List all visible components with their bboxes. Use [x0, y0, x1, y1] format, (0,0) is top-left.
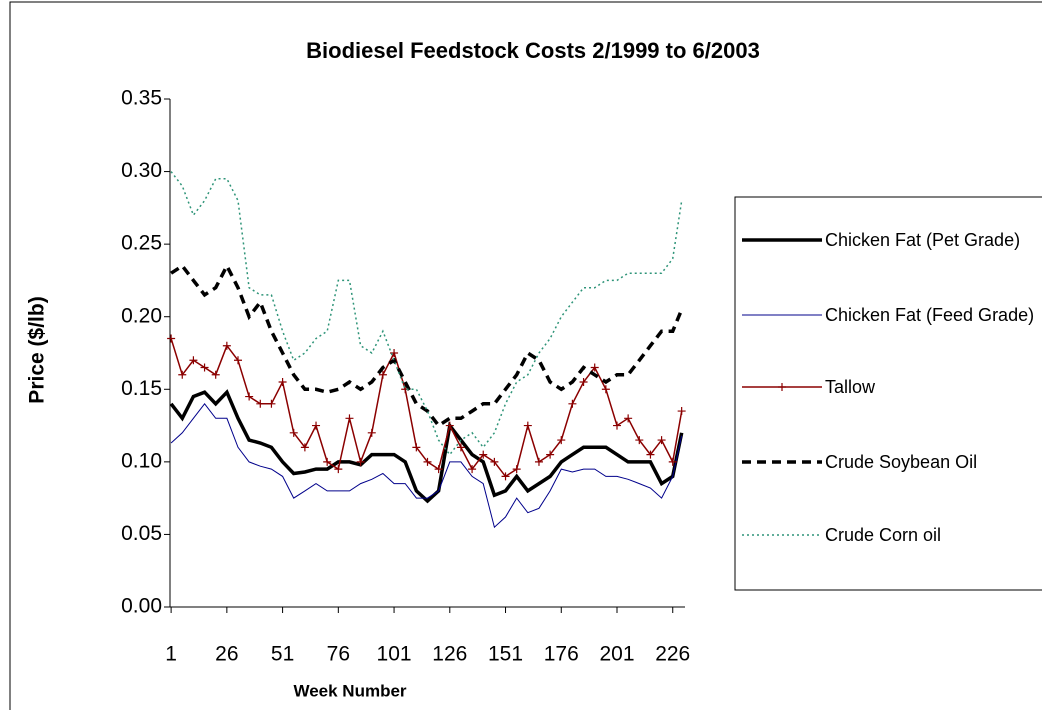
point-marker: [501, 472, 510, 481]
point-marker: [568, 399, 577, 408]
point-marker: [256, 399, 265, 408]
point-marker: [412, 443, 421, 452]
x-axis-label: Week Number: [293, 681, 406, 700]
y-tick-label: 0.10: [121, 449, 162, 472]
point-marker: [546, 450, 555, 459]
chart-title: Biodiesel Feedstock Costs 2/1999 to 6/20…: [306, 38, 760, 63]
y-tick-label: 0.35: [121, 87, 162, 110]
point-marker: [423, 457, 432, 466]
point-marker: [211, 370, 220, 379]
legend-marker: [778, 383, 786, 391]
point-marker: [167, 334, 176, 343]
point-marker: [635, 436, 644, 445]
x-tick-label: 76: [327, 643, 350, 666]
point-marker: [345, 414, 354, 423]
point-marker: [222, 341, 231, 350]
x-tick-label: 201: [599, 643, 634, 666]
point-marker: [267, 399, 276, 408]
y-tick-label: 0.05: [121, 522, 162, 545]
point-marker: [557, 436, 566, 445]
series-line: [170, 171, 683, 456]
point-marker: [312, 421, 321, 430]
x-tick-label: 226: [655, 643, 690, 666]
point-marker: [646, 450, 655, 459]
point-marker: [390, 349, 399, 357]
y-axis-label: Price ($/lb): [26, 296, 49, 403]
point-marker: [300, 443, 309, 452]
legend-label: Crude Corn oil: [825, 525, 942, 545]
point-marker: [245, 392, 254, 401]
point-marker: [189, 356, 198, 365]
legend-label: Tallow: [825, 377, 876, 397]
y-tick-label: 0.15: [121, 377, 162, 400]
point-marker: [356, 457, 365, 466]
series-line: [170, 402, 683, 529]
point-marker: [490, 457, 499, 466]
series-line: [170, 262, 684, 428]
point-marker: [468, 465, 477, 474]
point-marker: [200, 363, 209, 372]
point-marker: [613, 421, 622, 430]
x-tick-label: 176: [544, 643, 579, 666]
y-tick-label: 0.00: [121, 595, 162, 618]
x-tick-label: 126: [432, 643, 467, 666]
point-marker: [289, 428, 298, 437]
point-marker: [579, 378, 588, 387]
point-marker: [434, 465, 443, 474]
point-marker: [233, 356, 242, 365]
point-marker: [534, 457, 543, 466]
y-tick-label: 0.25: [121, 232, 162, 255]
point-marker: [657, 436, 666, 445]
x-tick-label: 1: [165, 643, 177, 666]
point-marker: [367, 428, 376, 437]
legend-label: Chicken Fat (Feed Grade): [825, 305, 1035, 325]
point-marker: [590, 363, 599, 372]
point-marker: [334, 465, 343, 474]
x-tick-label: 101: [377, 643, 412, 666]
y-tick-label: 0.30: [121, 159, 162, 182]
point-marker: [677, 407, 686, 416]
point-marker: [512, 465, 521, 474]
x-tick-label: 51: [271, 643, 294, 666]
point-marker: [624, 414, 633, 423]
legend-label: Crude Soybean Oil: [825, 452, 978, 472]
point-marker: [456, 443, 465, 452]
point-marker: [523, 421, 532, 430]
point-marker: [668, 457, 677, 466]
x-tick-label: 26: [215, 643, 238, 666]
point-marker: [479, 450, 488, 459]
y-tick-label: 0.20: [121, 304, 162, 327]
series-line: [169, 389, 684, 504]
legend-label: Chicken Fat (Pet Grade): [825, 230, 1021, 250]
point-marker: [378, 370, 387, 379]
point-marker: [601, 385, 610, 394]
point-marker: [323, 457, 332, 466]
point-marker: [178, 370, 187, 379]
point-marker: [445, 421, 454, 430]
legend-box: [734, 196, 1042, 591]
x-tick-label: 151: [488, 643, 523, 666]
point-marker: [278, 378, 287, 387]
